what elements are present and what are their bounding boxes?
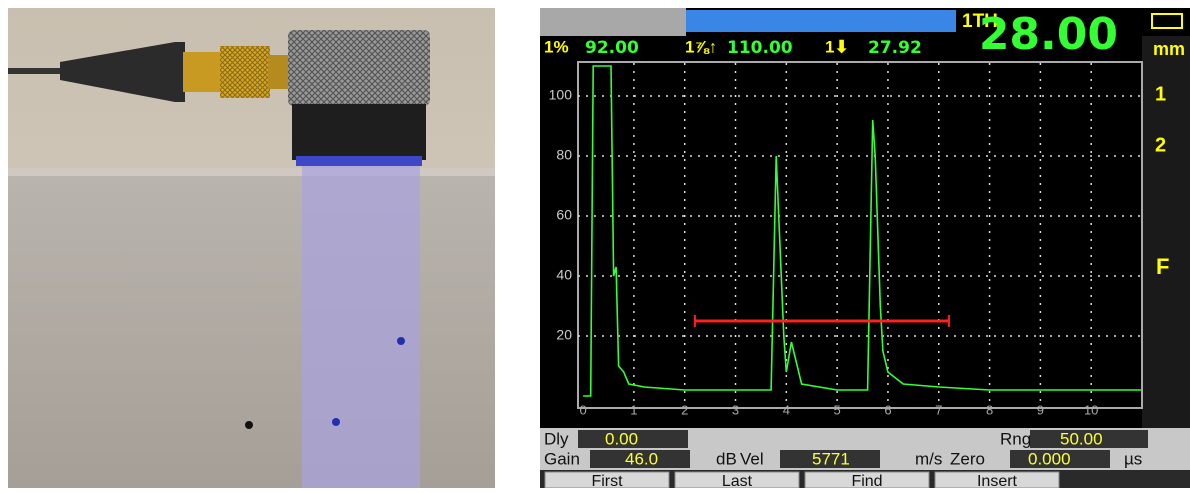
x-tick-label: 2 bbox=[681, 402, 688, 417]
value-box bbox=[578, 430, 688, 448]
gain-label: Gain bbox=[544, 449, 580, 468]
x-tick-label: 1 bbox=[630, 402, 637, 417]
value-box bbox=[590, 450, 690, 468]
button-label[interactable]: Last bbox=[722, 473, 753, 490]
x-tick-label: 9 bbox=[1037, 402, 1044, 417]
x-tick-label: 8 bbox=[986, 402, 993, 417]
rng-label: Rng bbox=[1000, 429, 1031, 448]
y-tick-label: 100 bbox=[549, 87, 573, 103]
zero-unit: µs bbox=[1124, 449, 1142, 468]
flag: F bbox=[1156, 254, 1169, 279]
x-tick-label: 5 bbox=[834, 402, 841, 417]
thickness: 28.00 bbox=[979, 9, 1118, 60]
value-box bbox=[780, 450, 880, 468]
y-tick-label: 80 bbox=[556, 147, 572, 163]
y-tick-label: 60 bbox=[556, 207, 572, 223]
gain-unit: dB bbox=[716, 449, 737, 468]
y-tick-label: 20 bbox=[556, 327, 572, 343]
vel-label: Vel bbox=[740, 449, 764, 468]
x-tick-label: 4 bbox=[783, 402, 790, 417]
button-label[interactable]: Insert bbox=[977, 473, 1018, 490]
depth: 27.92 bbox=[868, 38, 922, 58]
button-label[interactable]: Find bbox=[851, 473, 882, 490]
value-box bbox=[1010, 450, 1110, 468]
zero: 0.000 bbox=[1028, 449, 1071, 468]
depth-label: 1⬇ bbox=[825, 37, 849, 56]
amp-label: 1% bbox=[544, 37, 569, 56]
photo bbox=[8, 8, 495, 488]
unit: mm bbox=[1153, 39, 1185, 59]
vel-unit: m/s bbox=[915, 449, 942, 468]
x-tick-label: 6 bbox=[884, 402, 891, 417]
gate-label: 1TH bbox=[962, 11, 998, 32]
peak: 110.00 bbox=[727, 38, 793, 58]
gate-2: 2 bbox=[1155, 134, 1166, 156]
x-tick-label: 7 bbox=[935, 402, 942, 417]
rng: 50.00 bbox=[1060, 429, 1103, 448]
button-label[interactable]: First bbox=[591, 473, 623, 490]
waveform bbox=[583, 65, 1142, 397]
vel: 5771 bbox=[812, 449, 850, 468]
amp: 92.00 bbox=[585, 38, 639, 58]
value-box bbox=[1030, 430, 1148, 448]
dly-label: Dly bbox=[544, 429, 569, 448]
gate-1: 1 bbox=[1155, 83, 1166, 105]
dly: 0.00 bbox=[605, 429, 638, 448]
x-tick-label: 10 bbox=[1084, 402, 1098, 417]
gain: 46.0 bbox=[625, 449, 658, 468]
y-tick-label: 40 bbox=[556, 267, 572, 283]
x-tick-label: 0 bbox=[579, 402, 586, 417]
peak-label: 1⅞↑ bbox=[685, 37, 717, 56]
x-tick-label: 3 bbox=[732, 402, 739, 417]
zero-label: Zero bbox=[950, 449, 985, 468]
